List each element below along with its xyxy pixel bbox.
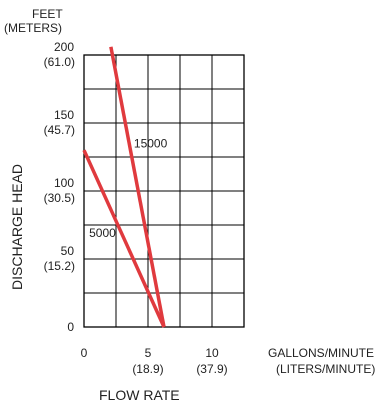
- x-tick-label: 10: [205, 346, 219, 360]
- x-axis-title: FLOW RATE: [99, 387, 180, 403]
- series-line-15000: [109, 46, 166, 328]
- y-tick-label: 50: [61, 244, 75, 258]
- y-tick-metric-label: (30.5): [44, 191, 75, 205]
- series-line-5000: [82, 149, 166, 328]
- series: 15000 5000: [82, 46, 168, 328]
- y-tick-metric-label: (61.0): [44, 55, 75, 69]
- y-tick-label: 0: [67, 320, 74, 334]
- x-tick-metric-label: (37.9): [196, 362, 227, 376]
- x-unit-gpm: GALLONS/MINUTE: [268, 346, 374, 360]
- x-tick-label: 0: [81, 346, 88, 360]
- y-axis-title: DISCHARGE HEAD: [9, 164, 25, 290]
- series-label-5000: 5000: [89, 226, 116, 240]
- y-tick-label: 200: [54, 40, 74, 54]
- x-tick-label: 5: [145, 346, 152, 360]
- y-tick-metric-label: (45.7): [44, 123, 75, 137]
- y-unit-meters: (METERS): [4, 21, 62, 35]
- x-tick-labels: 0 5 (18.9) 10 (37.9): [81, 346, 228, 376]
- y-tick-label: 100: [54, 176, 74, 190]
- series-label-15000: 15000: [134, 136, 168, 150]
- y-tick-labels: 0 50(15.2) 100(30.5) 150(45.7) 200(61.0): [44, 40, 75, 334]
- x-unit-lpm: (LITERS/MINUTE): [276, 362, 375, 376]
- y-tick-label: 150: [54, 108, 74, 122]
- y-tick-metric-label: (15.2): [44, 259, 75, 273]
- y-unit-feet: FEET: [32, 7, 63, 21]
- grid: [84, 55, 244, 327]
- x-tick-metric-label: (18.9): [132, 362, 163, 376]
